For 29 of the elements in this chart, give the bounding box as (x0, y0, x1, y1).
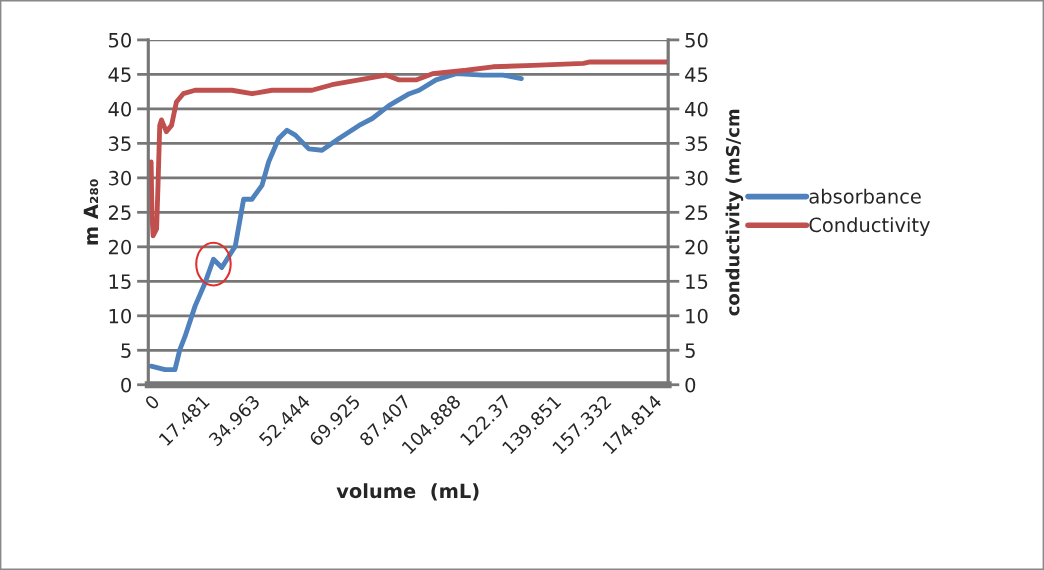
y2-tick-label: 35 (685, 136, 708, 152)
y-axis-title: m A₂₈₀ (83, 179, 99, 245)
line-series (148, 71, 524, 373)
y2-tick-label: 30 (685, 170, 708, 186)
y-tick-label: 0 (121, 377, 131, 393)
y-tick-label: 40 (108, 101, 131, 117)
y-tick-label: 5 (121, 343, 131, 358)
y-tick-label: 20 (108, 239, 131, 255)
y2-tick-label: 45 (685, 67, 708, 83)
y2-tick-label: 20 (685, 239, 708, 255)
y2-tick-label: 10 (686, 308, 708, 324)
x-tick-label: 0 (144, 394, 161, 411)
y2-tick-label: 15 (686, 274, 708, 289)
y-tick-label: 45 (108, 67, 131, 83)
y-tick-label: 10 (109, 308, 131, 324)
y2-tick-label: 25 (685, 205, 708, 220)
legend-label: Conductivity (809, 217, 930, 236)
y-tick-label: 30 (109, 170, 131, 186)
legend-label: absorbance (809, 188, 921, 204)
y2-tick-label: 50 (685, 32, 708, 48)
y-tick-label: 25 (108, 205, 131, 220)
y-tick-label: 50 (109, 32, 131, 48)
y-tick-label: 15 (109, 274, 131, 289)
y2-tick-label: 40 (685, 101, 708, 117)
y2-tick-label: 0 (685, 377, 696, 393)
y2-axis-title: conductivity (mS/cm (725, 109, 744, 316)
x-axis-title: volume (mL) (336, 483, 479, 501)
y2-tick-label: 5 (685, 343, 695, 358)
y-tick-label: 35 (109, 136, 131, 152)
